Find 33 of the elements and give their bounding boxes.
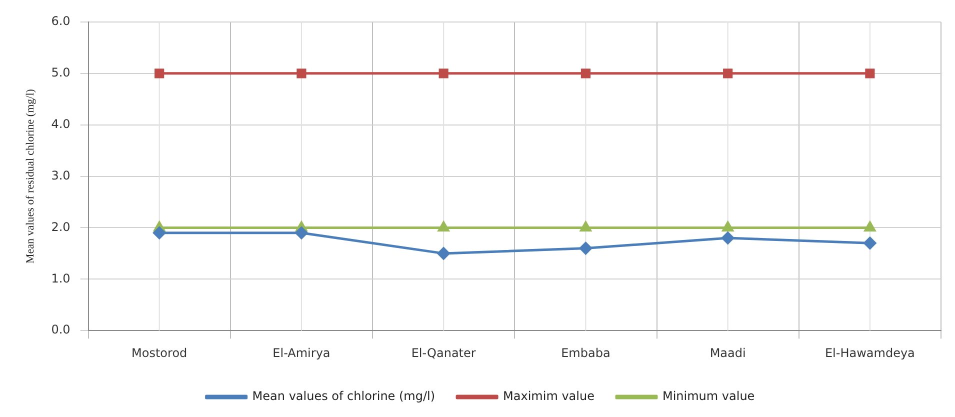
point	[722, 221, 734, 232]
legend-label: Mean values of chlorine (mg/l)	[252, 389, 436, 404]
y-tick-label: 6.0	[51, 14, 70, 28]
point	[580, 68, 590, 78]
point	[154, 68, 164, 78]
y-tick-label: 2.0	[51, 220, 70, 234]
legend-label: Minimum value	[662, 389, 755, 404]
x-tick-label: Embaba	[561, 346, 610, 360]
x-tick-label: El-Hawamdeya	[824, 346, 915, 360]
point	[296, 68, 306, 78]
point	[437, 247, 450, 260]
x-tick-label: Maadi	[710, 346, 746, 360]
y-tick-label: 1.0	[51, 271, 70, 286]
y-tick-label: 0.0	[51, 322, 70, 337]
legend-label: Maximim value	[503, 389, 594, 404]
point	[295, 226, 308, 240]
point	[153, 226, 166, 240]
point	[438, 221, 450, 232]
point	[864, 221, 876, 232]
point	[438, 68, 448, 78]
point	[579, 242, 592, 255]
y-tick-label: 5.0	[51, 66, 70, 80]
x-tick-label: El-Amirya	[272, 346, 330, 360]
x-tick-label: El-Qanater	[411, 346, 476, 360]
point	[865, 68, 875, 78]
point	[864, 236, 876, 250]
point	[722, 232, 734, 244]
point	[580, 221, 592, 232]
y-axis-title: Mean values of residual chlorine (mg/l)	[24, 88, 36, 264]
y-tick-label: 4.0	[51, 116, 70, 131]
y-tick-label: 3.0	[51, 168, 70, 182]
x-tick-label: Mostorod	[132, 346, 188, 360]
point	[723, 68, 733, 78]
